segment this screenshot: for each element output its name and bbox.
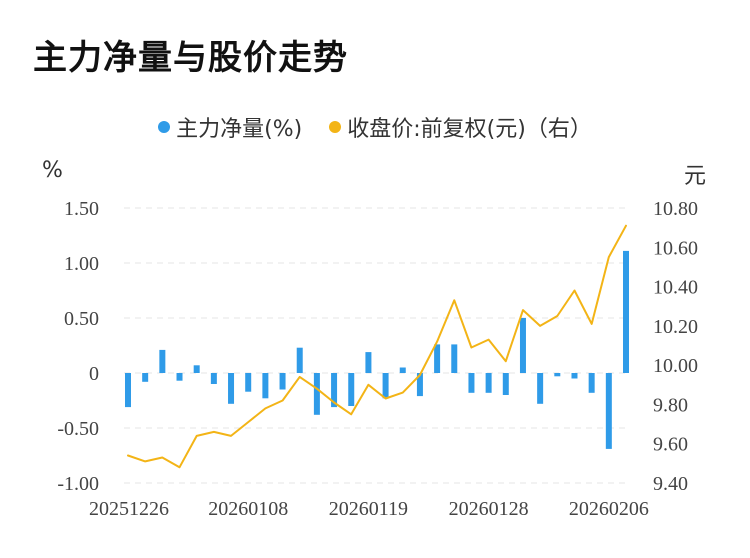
bar[interactable] bbox=[519, 318, 526, 373]
bar[interactable] bbox=[502, 373, 509, 395]
bar[interactable] bbox=[176, 373, 183, 381]
left-axis-ticks: 1.50 1.00 0.50 0 -0.50 -1.00 bbox=[57, 198, 99, 495]
gridlines bbox=[124, 207, 630, 484]
bar[interactable] bbox=[348, 373, 355, 406]
legend-item-bar[interactable]: 主力净量(%) bbox=[158, 111, 302, 143]
bar[interactable] bbox=[296, 347, 303, 373]
bar[interactable] bbox=[210, 373, 217, 384]
bar[interactable] bbox=[451, 344, 458, 373]
bar[interactable] bbox=[159, 349, 166, 373]
bar[interactable] bbox=[623, 250, 629, 373]
right-tick-label: 9.40 bbox=[653, 473, 688, 495]
bar-series bbox=[125, 250, 629, 449]
x-tick-label: 20260119 bbox=[329, 498, 408, 520]
bar[interactable] bbox=[468, 373, 475, 393]
right-tick-label: 10.00 bbox=[653, 355, 698, 377]
bar[interactable] bbox=[365, 352, 372, 373]
legend: 主力净量(%) 收盘价:前复权(元)（右） bbox=[0, 111, 750, 143]
x-tick-label: 20260128 bbox=[449, 498, 529, 520]
bar[interactable] bbox=[416, 373, 423, 397]
bar[interactable] bbox=[228, 373, 235, 404]
bar[interactable] bbox=[605, 373, 612, 449]
left-tick-label: 1.00 bbox=[64, 253, 99, 275]
bar[interactable] bbox=[571, 373, 578, 379]
bar[interactable] bbox=[279, 373, 286, 390]
bar[interactable] bbox=[554, 373, 561, 377]
x-tick-label: 20260108 bbox=[208, 498, 288, 520]
right-axis-unit: 元 bbox=[684, 164, 707, 189]
bar[interactable] bbox=[485, 373, 492, 393]
legend-line-label: 收盘价:前复权(元)（右） bbox=[347, 117, 592, 142]
x-tick-label: 20260206 bbox=[569, 498, 649, 520]
line-series bbox=[127, 224, 627, 469]
bar[interactable] bbox=[331, 373, 338, 408]
legend-bar-label: 主力净量(%) bbox=[176, 117, 303, 142]
right-tick-label: 10.40 bbox=[653, 277, 698, 299]
legend-item-line[interactable]: 收盘价:前复权(元)（右） bbox=[329, 111, 592, 143]
bar[interactable] bbox=[125, 373, 131, 408]
legend-bar-marker bbox=[158, 121, 171, 133]
left-tick-label: 1.50 bbox=[64, 198, 99, 220]
right-tick-label: 10.20 bbox=[653, 316, 698, 338]
right-tick-label: 9.60 bbox=[653, 434, 688, 456]
right-axis-ticks: 10.80 10.60 10.40 10.20 10.00 9.80 9.60 9.40 bbox=[653, 198, 698, 495]
bar[interactable] bbox=[262, 373, 269, 399]
x-axis-ticks: 20251226 20260108 20260119 20260128 20260206 bbox=[89, 498, 649, 520]
bar[interactable] bbox=[313, 373, 320, 415]
bar[interactable] bbox=[434, 344, 441, 373]
bar[interactable] bbox=[399, 367, 406, 374]
chart-title: 主力净量与股价走势 bbox=[33, 38, 348, 78]
legend-line-marker bbox=[329, 121, 342, 133]
x-tick-label: 20251226 bbox=[89, 498, 169, 520]
bar[interactable] bbox=[142, 373, 149, 382]
left-tick-label: -1.00 bbox=[57, 473, 99, 495]
bar[interactable] bbox=[245, 373, 252, 392]
right-tick-label: 10.80 bbox=[653, 198, 698, 220]
right-tick-label: 10.60 bbox=[653, 237, 698, 259]
left-tick-label: 0.50 bbox=[64, 308, 99, 330]
left-axis-unit: % bbox=[42, 158, 63, 183]
right-tick-label: 9.80 bbox=[653, 394, 688, 416]
bar[interactable] bbox=[193, 365, 200, 373]
bar[interactable] bbox=[537, 373, 544, 404]
left-tick-label: -0.50 bbox=[57, 418, 99, 440]
bar[interactable] bbox=[588, 373, 595, 393]
bar[interactable] bbox=[382, 373, 389, 399]
price-line[interactable] bbox=[127, 224, 627, 469]
left-tick-label: 0 bbox=[89, 363, 99, 385]
